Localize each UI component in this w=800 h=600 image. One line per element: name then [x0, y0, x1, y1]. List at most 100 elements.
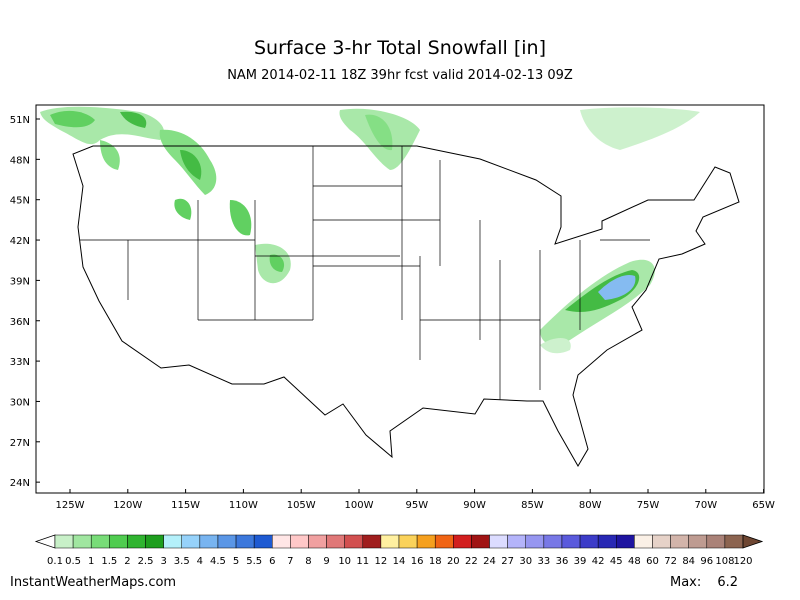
- colorbar-label: 2.5: [138, 556, 154, 567]
- colorbar-swatch: [670, 534, 689, 549]
- colorbar-high-arrow: [742, 534, 764, 549]
- colorbar-label: 45: [610, 556, 623, 567]
- colorbar-swatch: [525, 534, 545, 549]
- lon-label: 115W: [171, 500, 200, 511]
- subtitle: NAM 2014-02-11 18Z 39hr fcst valid 2014-…: [227, 68, 573, 83]
- colorbar-swatch: [90, 534, 110, 549]
- colorbar-label: 9: [323, 556, 329, 567]
- lat-label: 48N: [10, 155, 30, 166]
- colorbar-swatch: [416, 534, 436, 549]
- colorbar-swatch: [344, 534, 364, 549]
- lon-label: 65W: [752, 500, 775, 511]
- colorbar-swatch: [579, 534, 599, 549]
- colorbar-swatch: [362, 534, 382, 549]
- colorbar-low-arrow: [34, 534, 56, 549]
- colorbar-swatch: [688, 534, 708, 549]
- lat-label: 42N: [10, 236, 30, 247]
- colorbar-label: 30: [519, 556, 532, 567]
- colorbar-label: 0.5: [65, 556, 81, 567]
- lat-label: 24N: [10, 478, 30, 489]
- colorbar-label: 120: [733, 556, 752, 567]
- colorbar-label: 10: [338, 556, 351, 567]
- title: Surface 3-hr Total Snowfall [in]: [254, 37, 546, 59]
- colorbar-label: 39: [574, 556, 587, 567]
- lat-label: 33N: [10, 357, 30, 368]
- colorbar-swatch: [199, 534, 219, 549]
- lon-label: 120W: [113, 500, 142, 511]
- colorbar-swatch: [181, 534, 201, 549]
- lon-label: 95W: [405, 500, 428, 511]
- colorbar-label: 6: [269, 556, 275, 567]
- colorbar-swatch: [72, 534, 92, 549]
- lon-label: 85W: [521, 500, 544, 511]
- colorbar-label: 1.5: [101, 556, 117, 567]
- colorbar-label: 108: [715, 556, 734, 567]
- colorbar-swatch: [616, 534, 635, 549]
- map: [35, 104, 765, 494]
- colorbar-label: 84: [682, 556, 695, 567]
- colorbar-label: 3.5: [174, 556, 190, 567]
- lat-label: 27N: [10, 438, 30, 449]
- colorbar-label: 60: [646, 556, 659, 567]
- colorbar-label: 16: [411, 556, 424, 567]
- site-credit: InstantWeatherMaps.com: [10, 575, 176, 590]
- colorbar-swatch: [706, 534, 726, 549]
- colorbar-label: 48: [628, 556, 641, 567]
- lon-label: 100W: [345, 500, 374, 511]
- colorbar-swatch: [127, 534, 146, 549]
- colorbar-label: 24: [483, 556, 496, 567]
- lon-label: 70W: [694, 500, 717, 511]
- colorbar-swatch: [272, 534, 291, 549]
- colorbar-swatch: [597, 534, 617, 549]
- lon-label: 105W: [287, 500, 316, 511]
- colorbar-label: 14: [393, 556, 406, 567]
- colorbar-swatch: [290, 534, 309, 549]
- snow-fields: [40, 106, 700, 354]
- colorbar-label: 36: [556, 556, 569, 567]
- colorbar-swatch: [145, 534, 164, 549]
- colorbar-swatch: [507, 534, 526, 549]
- colorbar-swatch: [634, 534, 653, 549]
- colorbar-label: 20: [447, 556, 460, 567]
- colorbar-label: 18: [429, 556, 442, 567]
- colorbar-label: 5: [233, 556, 239, 567]
- colorbar-swatch: [489, 534, 508, 549]
- lat-label: 30N: [10, 397, 30, 408]
- colorbar-swatch: [561, 534, 581, 549]
- colorbar-label: 1: [88, 556, 94, 567]
- lon-label: 110W: [229, 500, 258, 511]
- colorbar-swatch: [217, 534, 237, 549]
- colorbar-swatch: [253, 534, 273, 549]
- colorbar-swatch: [652, 534, 671, 549]
- colorbar-swatch: [163, 534, 182, 549]
- max-value: 6.2: [717, 575, 738, 590]
- colorbar-label: 72: [664, 556, 677, 567]
- colorbar-label: 33: [537, 556, 550, 567]
- colorbar-swatch: [543, 534, 563, 549]
- colorbar-label: 96: [700, 556, 713, 567]
- colorbar-label: 5.5: [246, 556, 262, 567]
- colorbar-swatch: [724, 534, 744, 549]
- lat-label: 36N: [10, 317, 30, 328]
- lon-label: 125W: [56, 500, 85, 511]
- lon-label: 80W: [579, 500, 602, 511]
- colorbar-label: 27: [501, 556, 514, 567]
- coastline: [72, 145, 740, 467]
- colorbar-swatch: [434, 534, 454, 549]
- colorbar-label: 2: [124, 556, 130, 567]
- lon-label: 75W: [637, 500, 660, 511]
- lat-label: 45N: [10, 196, 30, 207]
- colorbar-label: 42: [592, 556, 605, 567]
- colorbar-label: 7: [287, 556, 293, 567]
- lat-label: 39N: [10, 276, 30, 287]
- colorbar-label: 22: [465, 556, 478, 567]
- colorbar-swatch: [235, 534, 255, 549]
- map-frame: [35, 104, 765, 494]
- colorbar-swatch: [380, 534, 400, 549]
- colorbar-label: 4: [197, 556, 203, 567]
- colorbar-label: 0.1: [47, 556, 63, 567]
- colorbar-swatch: [109, 534, 128, 549]
- colorbar-swatch: [453, 534, 472, 549]
- state-lines: [80, 146, 650, 400]
